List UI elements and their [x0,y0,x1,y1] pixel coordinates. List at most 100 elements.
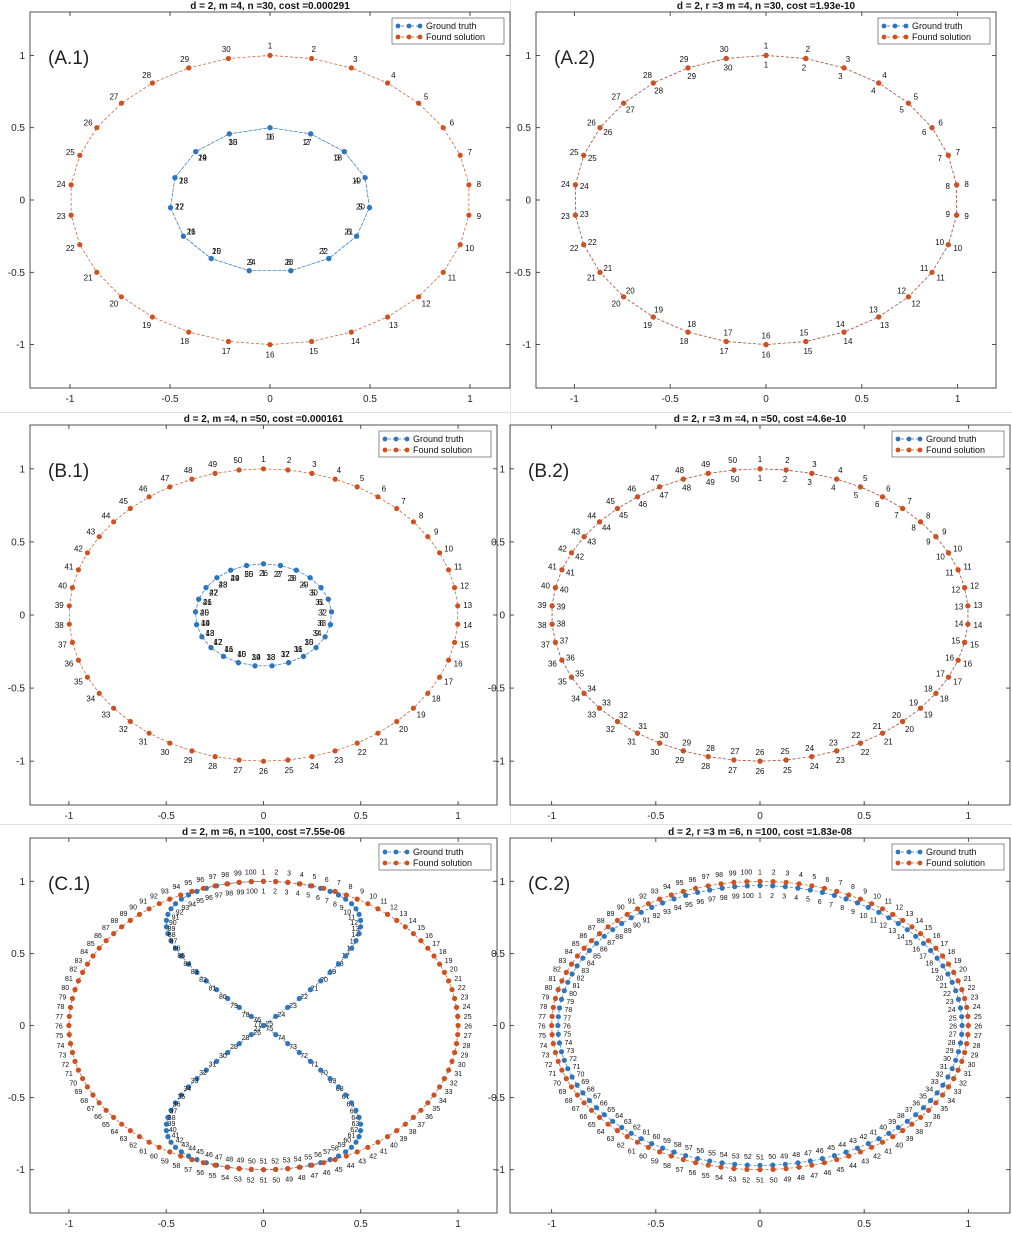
ground-truth-point-label: 77 [254,1021,262,1028]
found-solution-point-label: 13 [400,911,408,918]
x-tick-label: -0.5 [647,1219,665,1230]
found-solution-point-label: 97 [209,874,217,881]
ground-truth-point-label: 10 [212,247,221,256]
ground-truth-point [327,1076,333,1082]
ground-truth-point-label: 98 [720,895,728,902]
ground-truth-point [795,885,801,891]
found-solution-point [685,65,691,71]
found-solution-point [212,1162,218,1168]
ground-truth-point-label: 2 [770,893,774,900]
found-solution-point [718,1164,724,1170]
panel-label: (B.2) [528,461,569,482]
ground-truth-point-label: 65 [607,1107,615,1114]
ground-truth-point-label: 26 [259,569,268,578]
found-solution-point [657,896,663,902]
found-solution-point [455,621,461,627]
ground-truth-point [569,971,575,977]
ground-truth-point-label: 47 [209,588,218,597]
found-solution-point [90,953,96,959]
found-solution-point [945,152,951,158]
found-solution-point [69,995,75,1002]
ground-truth-point [335,961,342,967]
found-solution-point-label: 45 [119,497,128,506]
x-tick-label: 0.5 [354,1219,368,1230]
found-solution-point-label: 20 [399,725,408,734]
found-solution-point-label: 34 [947,1098,955,1105]
legend-found-solution-marker [406,34,412,40]
ground-truth-point [178,1149,184,1155]
found-solution-point [75,978,81,984]
ground-truth-point [707,1158,713,1164]
ground-truth-point-label: 4 [354,176,359,185]
ground-truth-point [322,634,328,640]
found-solution-point [77,242,83,248]
x-tick-label: 0.5 [855,394,869,405]
found-solution-point-label: 49 [701,460,710,469]
found-solution-point-label: 38 [915,1129,923,1136]
ground-truth-point-label: 29 [946,1048,954,1055]
found-solution-point-label: 1 [268,41,273,50]
x-tick-label: 1 [955,394,961,405]
x-tick-label: 1 [966,811,972,822]
ground-truth-point-label: 48 [682,484,691,493]
ground-truth-point-label: 25 [265,1021,273,1028]
ground-truth-point-label: 99 [237,889,245,896]
ground-truth-point-label: 5 [306,893,310,900]
ground-truth-point-label: 85 [177,953,185,960]
ground-truth-point-label: 20 [626,287,635,296]
ground-truth-point-label: 12 [951,585,960,594]
ground-truth-point [949,979,955,985]
panel-separator-1 [0,412,1012,413]
found-solution-point [634,730,641,736]
ground-truth-point-label: 33 [931,1079,939,1086]
x-tick-label: 1 [966,1219,972,1230]
found-solution-point [596,705,603,711]
ground-truth-point-label: 19 [201,619,210,628]
found-solution-point [549,621,555,627]
legend-ground-truth-marker [404,849,410,855]
found-solution-point [260,758,267,764]
found-solution-point-label: 42 [369,1154,377,1161]
x-tick-label: 1 [467,394,473,405]
x-tick-label: -0.5 [158,1219,176,1230]
y-tick-label: 1 [499,464,505,475]
found-solution-point [757,758,763,764]
found-solution-point [581,690,587,696]
y-tick-label: -1 [496,757,505,768]
ground-truth-point-label: 15 [350,939,358,946]
found-solution-point-label: 67 [87,1106,95,1113]
found-solution-point [965,1013,971,1020]
ground-truth-point [236,1041,242,1047]
ground-truth-point-label: 91 [643,918,651,925]
ground-truth-point [904,927,910,933]
ground-truth-point [574,963,580,969]
found-solution-point-label: 1 [764,41,769,50]
legend-found-solution-marker [417,34,423,40]
chart-title: d = 2, m =4, n =50, cost =0.000161 [184,414,344,425]
ground-truth-point [695,889,701,896]
legend-ground-truth-marker [906,436,912,442]
ground-truth-point [619,1124,625,1131]
ground-truth-point-label: 16 [762,332,771,341]
ground-truth-point [628,915,634,921]
found-solution-point-label: 25 [285,766,294,775]
found-solution-point-label: 22 [458,985,466,992]
legend-ground-truth-marker [903,23,909,29]
found-solution-point [614,718,621,725]
legend-found-solution-marker [917,447,923,453]
found-solution-point-label: 13 [906,911,914,918]
legend-ground-truth-marker [917,436,923,442]
ground-truth-point-label: 76 [563,1024,571,1031]
found-solution-point-label: 30 [458,1062,466,1069]
legend-found-solution-label: Found solution [413,445,472,455]
found-solution-point-label: 52 [742,1177,750,1184]
y-tick-label: 0.5 [11,537,25,548]
found-solution-point-label: 49 [285,1177,293,1184]
x-tick-label: 0 [261,811,267,822]
found-solution-point [605,1121,611,1127]
ground-truth-point [719,1160,725,1166]
ground-truth-point [940,963,946,969]
found-solution-point-label: 66 [94,1114,102,1121]
found-solution-point [119,1121,125,1127]
